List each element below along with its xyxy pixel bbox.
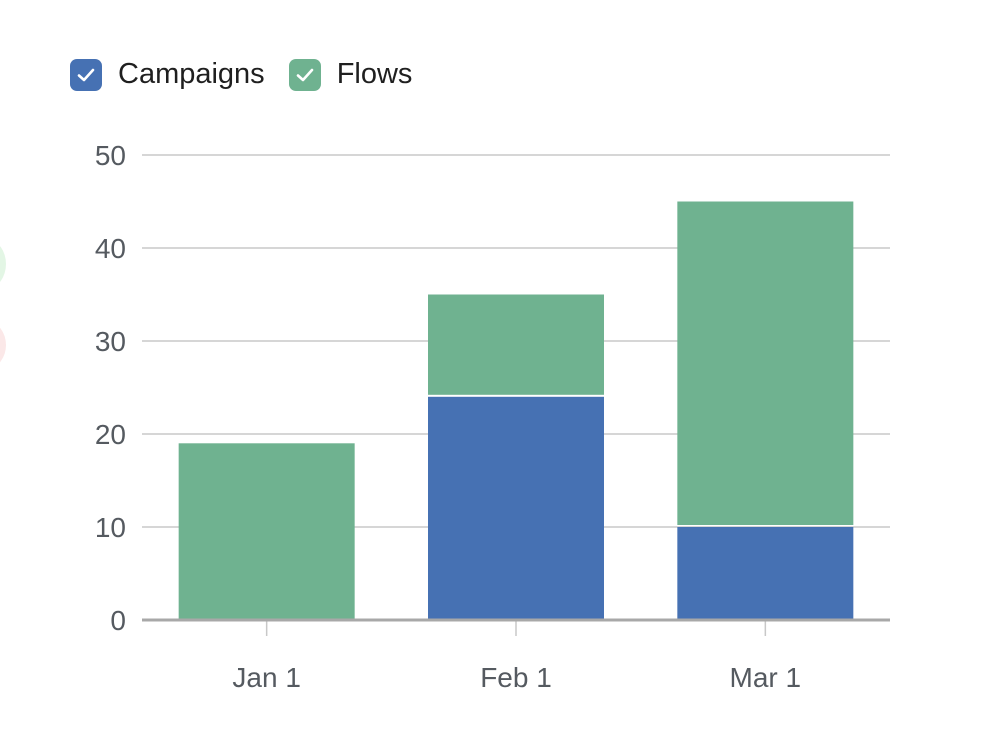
x-tick-label: Mar 1: [730, 662, 802, 693]
legend-item-campaigns[interactable]: Campaigns: [70, 58, 265, 91]
bar-flows: [428, 294, 604, 395]
campaigns-checkbox[interactable]: [70, 58, 102, 91]
bar-campaigns: [677, 527, 854, 620]
legend-item-flows[interactable]: Flows: [288, 58, 413, 91]
checkmark-icon: [77, 68, 95, 81]
y-tick-label: 50: [95, 140, 126, 171]
y-tick-label: 20: [95, 419, 126, 450]
x-tick-label: Jan 1: [232, 662, 301, 693]
bar-flows: [677, 201, 854, 525]
flows-checkbox[interactable]: [288, 58, 321, 91]
checkmark-icon: [296, 68, 313, 81]
decorative-green-dot: [0, 240, 6, 288]
chart-legend: Campaigns Flows: [70, 58, 436, 91]
y-tick-label: 30: [95, 326, 126, 357]
legend-label-flows: Flows: [336, 58, 413, 90]
legend-label-campaigns: Campaigns: [118, 58, 265, 90]
y-tick-label: 10: [95, 512, 126, 543]
y-tick-label: 0: [110, 605, 126, 636]
decorative-red-dot: [0, 322, 6, 368]
bar-flows: [178, 443, 355, 620]
x-tick-label: Feb 1: [480, 662, 552, 693]
bar-campaigns: [428, 396, 604, 620]
y-tick-label: 40: [95, 233, 126, 264]
